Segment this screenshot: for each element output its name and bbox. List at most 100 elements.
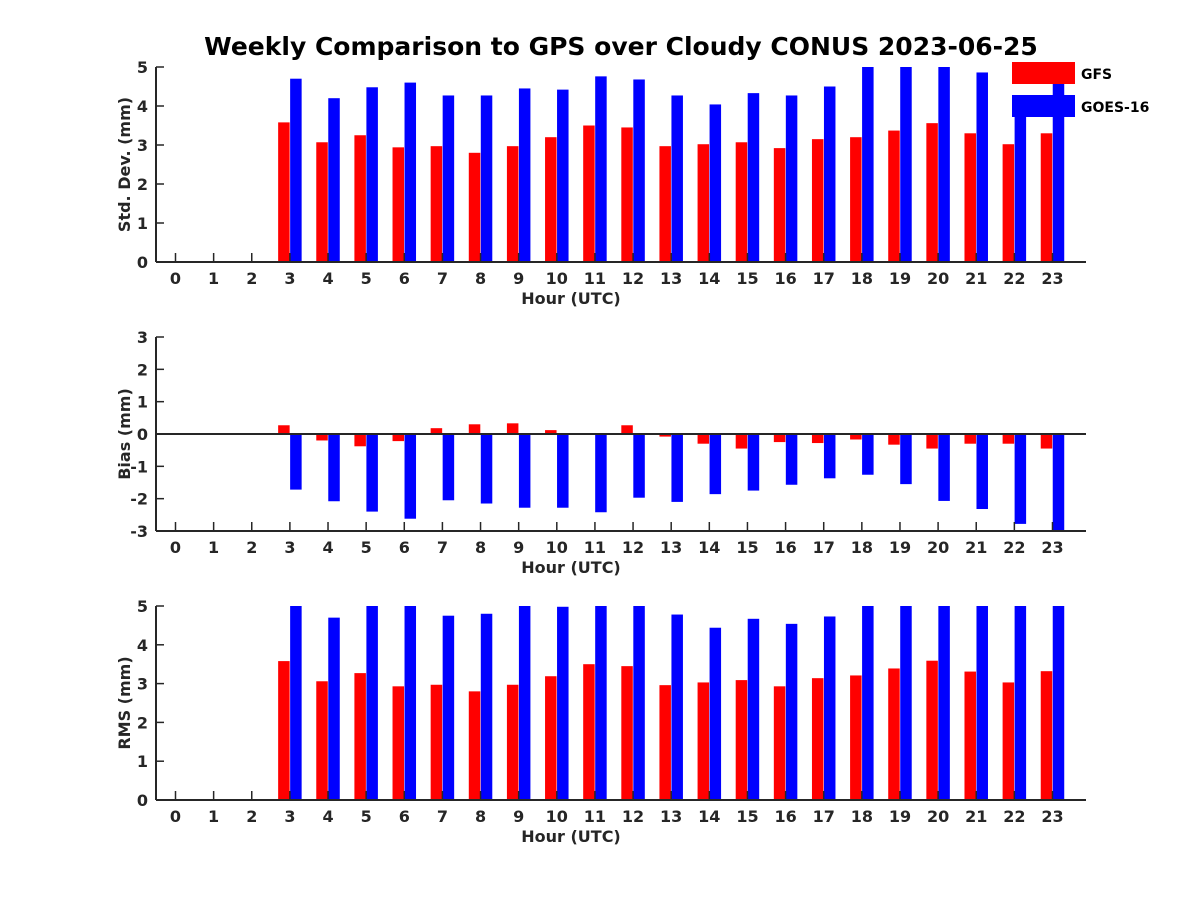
bar-goes-16-20 xyxy=(938,434,950,501)
y-tick-label: 4 xyxy=(137,636,148,655)
bar-gfs-17 xyxy=(811,139,824,262)
bar-gfs-23 xyxy=(1040,671,1053,800)
y-axis-label: Std. Dev. (mm) xyxy=(115,97,134,232)
bar-gfs-5 xyxy=(354,673,366,800)
bar-goes-16-19 xyxy=(900,434,912,485)
bar-goes-16-16 xyxy=(785,434,798,485)
bar-goes-16-22 xyxy=(1014,434,1027,524)
x-tick-label: 9 xyxy=(513,538,524,557)
x-tick-label: 10 xyxy=(546,807,568,826)
bar-goes-16-7 xyxy=(442,615,455,800)
bar-goes-16-5 xyxy=(366,87,378,262)
bar-gfs-19 xyxy=(888,130,900,262)
bar-gfs-21 xyxy=(964,671,976,800)
x-tick-label: 18 xyxy=(851,538,873,557)
bar-gfs-19 xyxy=(888,668,900,800)
bar-gfs-10 xyxy=(545,676,557,800)
bar-gfs-12 xyxy=(621,425,633,434)
x-tick-label: 17 xyxy=(813,538,835,557)
bar-gfs-19 xyxy=(888,434,900,445)
bar-gfs-4 xyxy=(316,681,328,800)
y-tick-label: 0 xyxy=(137,253,148,272)
bar-goes-16-3 xyxy=(290,78,302,262)
bar-gfs-11 xyxy=(583,664,595,800)
y-tick-label: -1 xyxy=(130,457,148,476)
y-tick-label: 3 xyxy=(137,136,148,155)
bar-gfs-17 xyxy=(811,678,824,800)
bar-gfs-3 xyxy=(278,661,290,800)
x-tick-label: 5 xyxy=(361,538,372,557)
bar-gfs-13 xyxy=(659,146,671,262)
x-tick-label: 6 xyxy=(399,538,410,557)
bar-gfs-9 xyxy=(506,684,519,800)
x-tick-label: 10 xyxy=(546,538,568,557)
bar-gfs-21 xyxy=(964,133,976,262)
bar-goes-16-16 xyxy=(785,95,798,262)
chart-title: Weekly Comparison to GPS over Cloudy CON… xyxy=(204,32,1038,61)
x-axis-label: Hour (UTC) xyxy=(521,289,621,308)
x-tick-label: 22 xyxy=(1003,269,1025,288)
bar-goes-16-17 xyxy=(823,86,836,262)
bar-gfs-8 xyxy=(468,691,481,800)
bar-gfs-18 xyxy=(850,675,862,800)
bar-gfs-4 xyxy=(316,434,328,441)
bar-goes-16-6 xyxy=(404,606,417,800)
bar-goes-16-10 xyxy=(557,89,569,263)
x-tick-label: 12 xyxy=(622,538,644,557)
x-tick-label: 19 xyxy=(889,807,911,826)
y-tick-label: 5 xyxy=(137,58,148,77)
bar-goes-16-9 xyxy=(518,606,531,800)
bar-gfs-5 xyxy=(354,434,366,447)
x-tick-label: 3 xyxy=(284,807,295,826)
bar-goes-16-21 xyxy=(976,434,988,510)
bar-goes-16-23 xyxy=(1052,434,1065,531)
x-tick-label: 3 xyxy=(284,269,295,288)
x-tick-label: 7 xyxy=(437,807,448,826)
bar-goes-16-20 xyxy=(938,67,950,262)
x-tick-label: 2 xyxy=(246,538,257,557)
y-tick-label: 2 xyxy=(137,713,148,732)
x-tick-label: 8 xyxy=(475,538,486,557)
x-tick-label: 11 xyxy=(584,538,606,557)
bar-goes-16-13 xyxy=(671,434,683,502)
x-tick-label: 6 xyxy=(399,807,410,826)
x-tick-label: 15 xyxy=(736,538,758,557)
bar-goes-16-23 xyxy=(1052,67,1065,262)
x-tick-label: 19 xyxy=(889,538,911,557)
x-tick-label: 22 xyxy=(1003,807,1025,826)
bar-goes-16-9 xyxy=(518,434,531,508)
x-tick-label: 2 xyxy=(246,269,257,288)
bar-gfs-14 xyxy=(697,144,710,262)
x-tick-label: 22 xyxy=(1003,538,1025,557)
bar-gfs-7 xyxy=(430,684,443,800)
bar-goes-16-15 xyxy=(747,618,760,800)
x-tick-label: 17 xyxy=(813,807,835,826)
bar-goes-16-6 xyxy=(404,434,417,519)
bar-goes-16-18 xyxy=(862,606,874,800)
bar-gfs-16 xyxy=(773,148,786,262)
x-tick-label: 8 xyxy=(475,807,486,826)
bar-goes-16-14 xyxy=(709,434,722,495)
bar-gfs-10 xyxy=(545,137,557,262)
bar-gfs-16 xyxy=(773,686,786,800)
bar-goes-16-21 xyxy=(976,72,988,263)
bar-goes-16-5 xyxy=(366,606,378,800)
bar-gfs-13 xyxy=(659,434,671,437)
bar-goes-16-13 xyxy=(671,95,683,262)
x-tick-label: 16 xyxy=(774,807,796,826)
x-tick-label: 14 xyxy=(698,807,720,826)
x-tick-label: 6 xyxy=(399,269,410,288)
x-tick-label: 13 xyxy=(660,269,682,288)
bar-goes-16-18 xyxy=(862,67,874,262)
bar-gfs-18 xyxy=(850,434,862,440)
bar-goes-16-8 xyxy=(480,613,493,800)
bar-goes-16-10 xyxy=(557,434,569,508)
bar-gfs-3 xyxy=(278,122,290,262)
bar-gfs-6 xyxy=(392,686,405,800)
x-tick-label: 20 xyxy=(927,807,949,826)
bar-gfs-15 xyxy=(735,434,748,449)
x-tick-label: 21 xyxy=(965,807,987,826)
